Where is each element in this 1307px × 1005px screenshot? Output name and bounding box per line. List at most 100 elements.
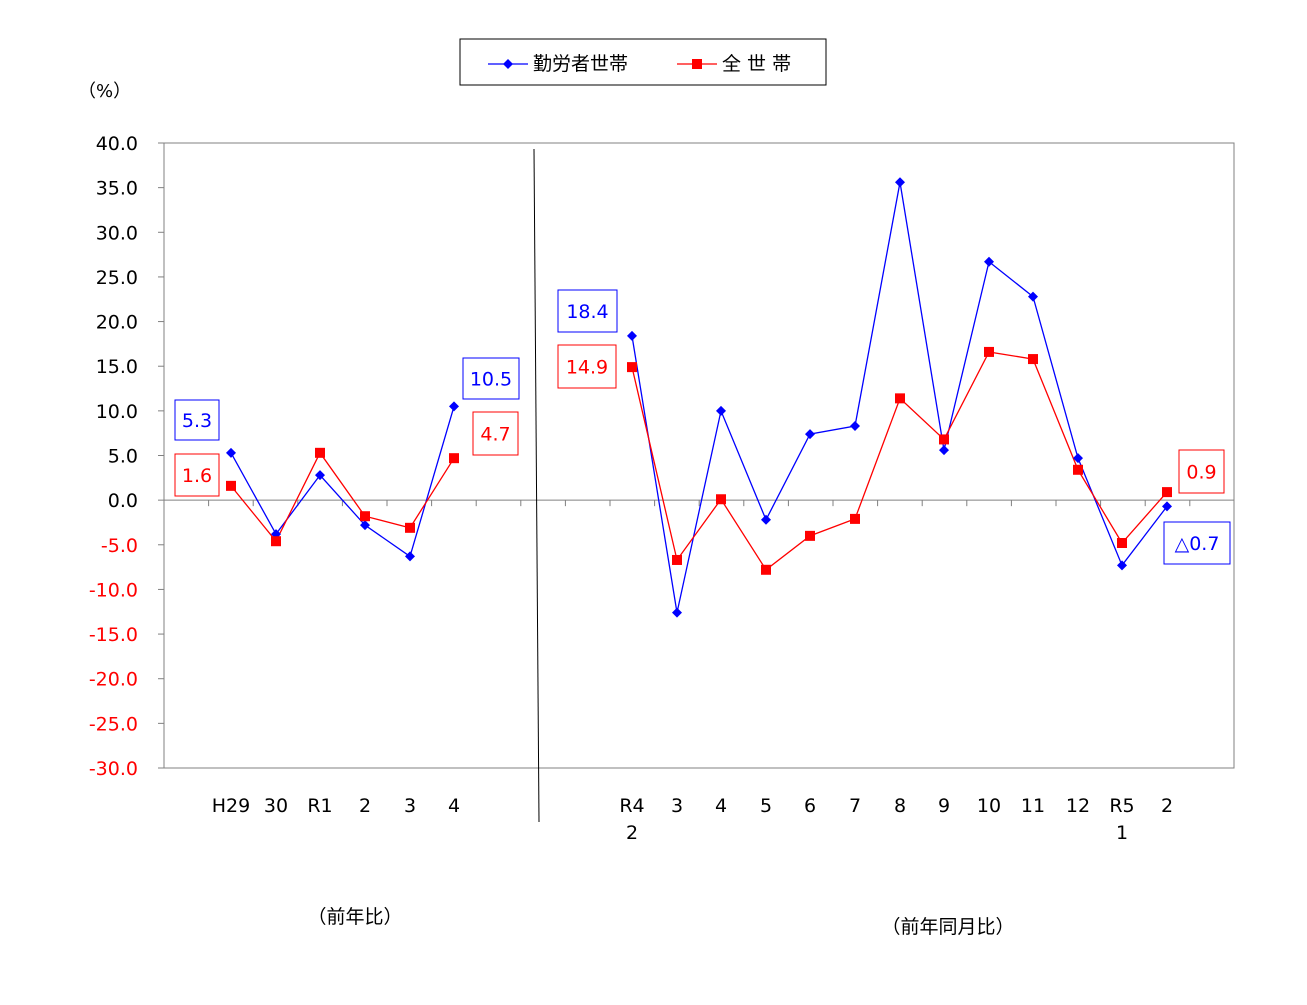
annotation-label: 0.9 bbox=[1186, 462, 1216, 484]
annotation-label: 18.4 bbox=[566, 301, 608, 323]
annotation-box bbox=[1163, 521, 1231, 565]
x-tick-label: 3 bbox=[404, 795, 416, 817]
x-tick-label: H29 bbox=[212, 795, 250, 817]
square-point bbox=[1073, 464, 1083, 475]
diamond-point bbox=[939, 445, 949, 456]
diamond-point bbox=[1028, 291, 1038, 302]
section-divider bbox=[533, 148, 540, 823]
series-line-annual bbox=[230, 406, 455, 558]
y-tick-label: 15.0 bbox=[96, 356, 138, 378]
square-point bbox=[716, 494, 726, 505]
x-tick-label: 4 bbox=[448, 795, 460, 817]
square-point bbox=[939, 434, 949, 445]
y-tick-label: 0.0 bbox=[108, 490, 138, 512]
y-tick-label: -5.0 bbox=[101, 535, 138, 557]
x-tick-label: 3 bbox=[671, 795, 683, 817]
x-tick-label: 7 bbox=[849, 795, 861, 817]
square-point bbox=[315, 447, 325, 458]
annotation-box bbox=[472, 411, 519, 456]
group-label: （前年同月比） bbox=[881, 916, 1014, 938]
annotation-label: △0.7 bbox=[1175, 533, 1220, 555]
y-axis: 40.0 35.0 30.0 25.0 20.0 15.0 10.0 5.0 0.0 -5.0 -1… bbox=[89, 133, 164, 780]
y-tick-label: 35.0 bbox=[96, 178, 138, 200]
plot-area bbox=[163, 142, 1235, 769]
y-tick-label: 5.0 bbox=[108, 446, 138, 468]
square-point bbox=[1162, 487, 1172, 498]
diamond-point bbox=[805, 429, 815, 440]
annotation-box bbox=[462, 357, 520, 400]
square-point bbox=[1117, 538, 1127, 548]
diamond-point bbox=[984, 256, 994, 267]
annotation-label: 5.3 bbox=[182, 410, 212, 432]
x-tick-label: R1 bbox=[307, 795, 332, 817]
square-point bbox=[672, 554, 682, 565]
diamond-point bbox=[850, 421, 860, 432]
legend: 勤労者世帯 全 世 帯 bbox=[459, 38, 827, 86]
square-point bbox=[271, 536, 281, 547]
legend-square-marker bbox=[692, 59, 702, 69]
x-tick-label: 2 bbox=[359, 795, 371, 817]
annotation-label: 1.6 bbox=[182, 465, 212, 487]
diamond-point bbox=[1162, 501, 1172, 512]
square-point bbox=[449, 453, 459, 464]
diamond-point bbox=[360, 520, 370, 531]
square-point bbox=[405, 522, 415, 533]
square-point bbox=[360, 511, 370, 522]
annotation-box bbox=[174, 453, 220, 497]
y-tick-label: -30.0 bbox=[89, 758, 138, 780]
square-point bbox=[850, 513, 860, 524]
series-line-annual bbox=[230, 451, 455, 543]
legend-label-all: 全 世 帯 bbox=[722, 53, 791, 75]
y-tick-label: 30.0 bbox=[96, 222, 138, 244]
value-annotations: 5.3 1.6 10.5 4.7 18.4 14.9 0.9 △0.7 bbox=[174, 289, 1231, 565]
annotation-box bbox=[557, 289, 618, 333]
annotation-label: 10.5 bbox=[470, 369, 512, 391]
x-tick-label: 2 bbox=[1161, 795, 1173, 817]
diamond-point bbox=[1117, 560, 1127, 571]
y-tick-label: 20.0 bbox=[96, 312, 138, 334]
x-tick-label: 9 bbox=[938, 795, 950, 817]
diamond-point bbox=[315, 470, 325, 481]
square-point bbox=[761, 564, 771, 575]
y-tick-label: -25.0 bbox=[89, 713, 138, 735]
square-point bbox=[895, 393, 905, 404]
diamond-point bbox=[226, 447, 236, 458]
diamond-point bbox=[895, 177, 905, 188]
x-tick-label: 6 bbox=[804, 795, 816, 817]
square-point bbox=[984, 346, 994, 357]
x-tick-label: 8 bbox=[894, 795, 906, 817]
legend-diamond-marker bbox=[503, 59, 513, 69]
x-tick-label: 5 bbox=[760, 795, 772, 817]
x-tick-label: 30 bbox=[264, 795, 288, 817]
legend-label-workers: 勤労者世帯 bbox=[533, 53, 628, 75]
diamond-point bbox=[449, 401, 459, 412]
y-tick-label: 40.0 bbox=[96, 133, 138, 155]
x-tick-sublabel: 2 bbox=[626, 822, 638, 844]
diamond-point bbox=[672, 607, 682, 618]
y-tick-label: -10.0 bbox=[89, 579, 138, 601]
x-tick-label: 12 bbox=[1066, 795, 1090, 817]
series-markers bbox=[226, 177, 1172, 618]
x-tick-label: 11 bbox=[1021, 795, 1045, 817]
x-tick-label: 10 bbox=[977, 795, 1001, 817]
y-tick-label: 25.0 bbox=[96, 267, 138, 289]
annotation-box bbox=[1178, 449, 1225, 494]
annotation-box bbox=[174, 399, 220, 441]
diamond-point bbox=[716, 405, 726, 416]
diamond-point bbox=[627, 330, 637, 341]
square-point bbox=[1028, 354, 1038, 365]
diamond-point bbox=[761, 514, 771, 525]
unit-label: （%） bbox=[78, 81, 131, 102]
x-tick-label: 4 bbox=[715, 795, 727, 817]
x-tick-label: R4 bbox=[619, 795, 644, 817]
y-tick-label: 10.0 bbox=[96, 401, 138, 423]
annotation-box bbox=[557, 344, 617, 389]
square-point bbox=[226, 480, 236, 491]
annotation-label: 14.9 bbox=[566, 357, 608, 379]
annotation-label: 4.7 bbox=[480, 424, 510, 446]
group-label: （前年比） bbox=[307, 906, 402, 928]
group-labels: （前年比） （前年同月比） bbox=[307, 906, 1014, 938]
diamond-point bbox=[405, 551, 415, 562]
